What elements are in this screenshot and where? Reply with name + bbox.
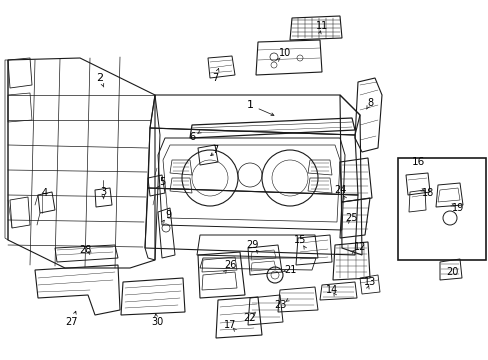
Text: 5: 5 <box>159 177 165 187</box>
Text: 14: 14 <box>325 285 337 295</box>
Text: 15: 15 <box>293 235 305 245</box>
Text: 13: 13 <box>363 277 375 287</box>
Text: 17: 17 <box>224 320 236 330</box>
Text: 21: 21 <box>283 265 296 275</box>
Text: 4: 4 <box>42 188 48 198</box>
Bar <box>397 158 485 260</box>
Text: 24: 24 <box>333 185 346 195</box>
Text: 26: 26 <box>224 260 236 270</box>
Text: 12: 12 <box>353 242 366 252</box>
Text: 29: 29 <box>245 240 258 250</box>
Text: 7: 7 <box>211 145 218 155</box>
Text: 25: 25 <box>345 213 358 223</box>
Text: 8: 8 <box>366 98 372 108</box>
Text: 9: 9 <box>164 210 171 220</box>
Text: 19: 19 <box>451 203 463 213</box>
Text: 11: 11 <box>315 21 327 31</box>
Text: 30: 30 <box>151 317 163 327</box>
Text: 16: 16 <box>410 157 424 167</box>
Text: 28: 28 <box>79 245 91 255</box>
Text: 3: 3 <box>100 187 106 197</box>
Text: 1: 1 <box>246 100 253 110</box>
Text: 10: 10 <box>278 48 290 58</box>
Text: 23: 23 <box>273 300 285 310</box>
Text: 22: 22 <box>243 313 256 323</box>
Text: 18: 18 <box>421 188 433 198</box>
Text: 2: 2 <box>96 73 103 83</box>
Text: 7: 7 <box>211 73 218 83</box>
Text: 20: 20 <box>445 267 457 277</box>
Text: 6: 6 <box>188 132 195 142</box>
Text: 27: 27 <box>65 317 78 327</box>
